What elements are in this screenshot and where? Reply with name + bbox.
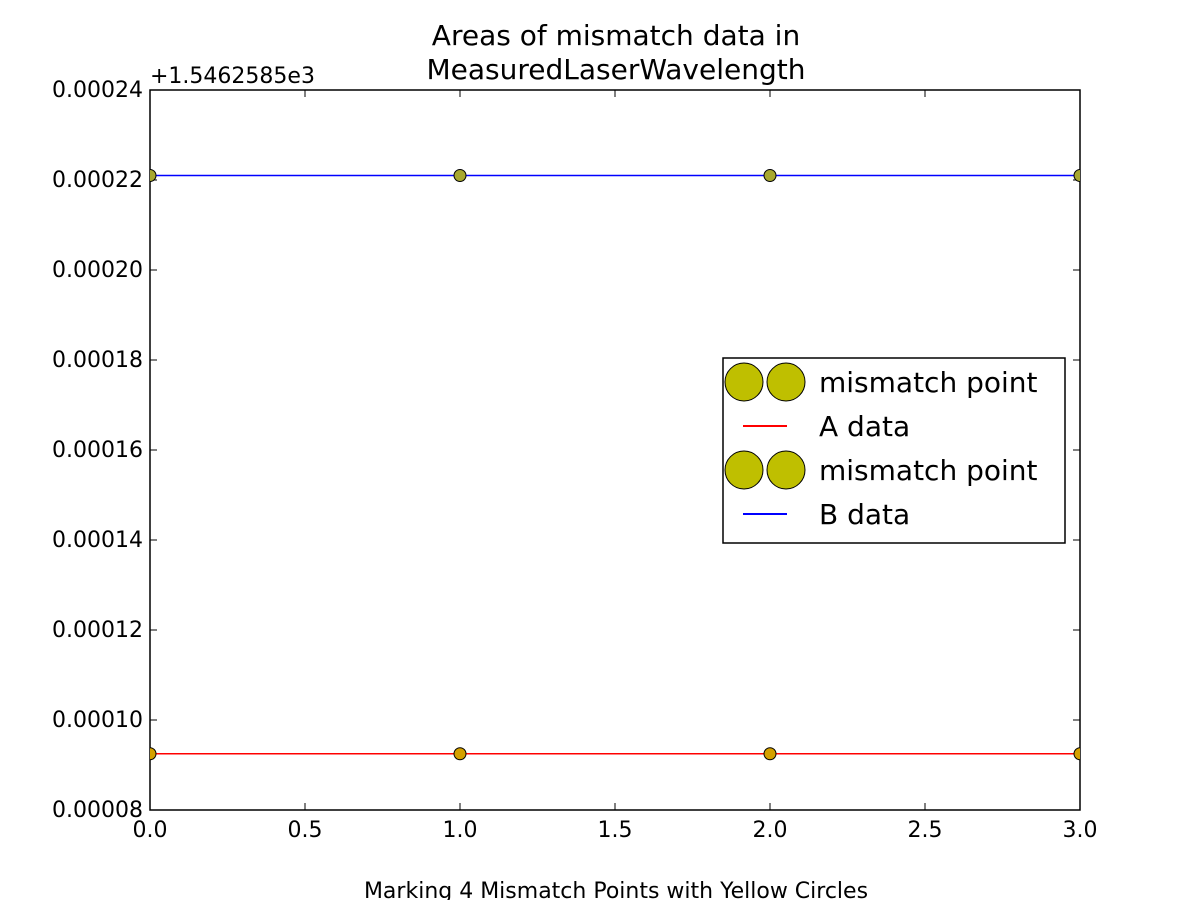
- mismatch-point-marker: [150, 747, 157, 761]
- legend-label: B data: [819, 498, 910, 531]
- x-tick-label: 3.0: [1063, 818, 1098, 843]
- x-tick-label: 2.5: [908, 818, 943, 843]
- y-tick-label: 0.00014: [52, 528, 143, 553]
- y-tick-label: 0.00016: [52, 438, 143, 463]
- mismatch-point-marker: [453, 169, 467, 182]
- legend-label: mismatch point: [819, 366, 1038, 399]
- legend-marker-icon: [766, 362, 806, 402]
- chart-title-line2: MeasuredLaserWavelength: [427, 53, 806, 86]
- x-tick-label: 0.0: [133, 818, 168, 843]
- x-tick-label: 1.5: [598, 818, 633, 843]
- legend-marker-icon: [724, 450, 764, 490]
- x-axis-label: Marking 4 Mismatch Points with Yellow Ci…: [364, 879, 868, 900]
- mismatch-point-marker: [150, 169, 157, 182]
- mismatch-point-marker: [1073, 169, 1080, 182]
- y-tick-label: 0.00008: [52, 798, 143, 823]
- mismatch-point-marker: [453, 747, 467, 761]
- legend-marker-icon: [724, 362, 764, 402]
- plot-area: 0.0 0.5 1.0 1.5 2.0 2.5 3.0 0.00008 0.00010 0.000…: [52, 78, 1097, 843]
- chart-title-line1: Areas of mismatch data in: [432, 19, 800, 52]
- y-tick-label: 0.00012: [52, 618, 143, 643]
- y-tick-label: 0.00010: [52, 708, 143, 733]
- mismatch-point-marker: [763, 747, 777, 761]
- x-tick-label: 1.0: [443, 818, 478, 843]
- y-tick-label: 0.00020: [52, 258, 143, 283]
- y-tick-label: 0.00024: [52, 78, 143, 103]
- plot-content: [150, 169, 1080, 761]
- mismatch-point-marker: [763, 169, 777, 182]
- legend-marker-icon: [766, 450, 806, 490]
- y-offset-label: +1.5462585e3: [150, 64, 315, 89]
- x-tick-label: 2.0: [753, 818, 788, 843]
- y-tick-label: 0.00022: [52, 168, 143, 193]
- y-tick-label: 0.00018: [52, 348, 143, 373]
- mismatch-point-marker: [1073, 747, 1080, 761]
- legend-label: A data: [819, 410, 910, 443]
- legend-label: mismatch point: [819, 454, 1038, 487]
- x-tick-label: 0.5: [288, 818, 323, 843]
- legend: mismatch point A data mismatch point B data: [722, 357, 1066, 544]
